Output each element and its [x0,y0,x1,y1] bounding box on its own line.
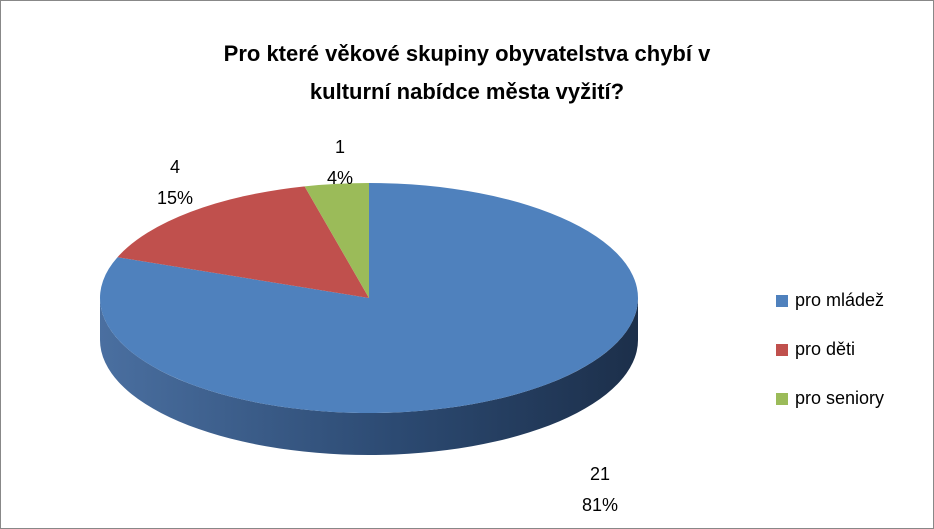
legend-swatch [776,344,788,356]
pie-slice [117,186,370,298]
pie-slice [99,183,639,413]
legend-swatch [776,295,788,307]
legend-label: pro mládež [795,290,884,310]
percent-label: 15% [157,188,193,208]
chart-title: Pro které věkové skupiny obyvatelstva ch… [224,41,711,104]
legend-label: pro seniory [795,388,884,408]
legend-label: pro děti [795,339,855,359]
percent-label: 4% [327,168,353,188]
pie-side [100,298,638,455]
pie-slice [304,183,369,298]
data-label: 21 [590,464,610,484]
legend-swatch [776,393,788,405]
data-label: 1 [335,137,345,157]
data-label: 4 [170,157,180,177]
percent-label: 81% [582,495,618,515]
